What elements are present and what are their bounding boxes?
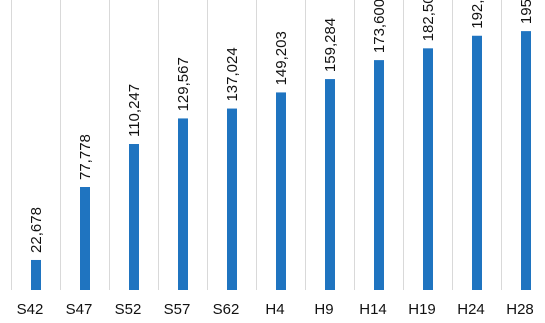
x-tick-label: S57 [164, 301, 191, 318]
x-tick-label: H14 [359, 301, 387, 318]
value-label: 182,500 [420, 0, 437, 41]
x-tick-label: H4 [265, 301, 284, 318]
bar [472, 35, 482, 291]
x-tick-label: S42 [17, 301, 44, 318]
bar [521, 31, 531, 291]
x-tick-label: H24 [457, 301, 485, 318]
bar [129, 144, 139, 290]
value-label: 137,024 [224, 47, 241, 101]
bar [276, 92, 286, 290]
bar [374, 60, 384, 291]
x-tick-label: H9 [314, 301, 333, 318]
bar [423, 48, 433, 291]
bar [80, 187, 90, 290]
bar [325, 79, 335, 290]
value-label: 159,284 [322, 18, 339, 72]
x-tick-label: S52 [115, 301, 142, 318]
value-label: 195,500 [518, 0, 535, 24]
bar [31, 259, 41, 290]
x-tick-label: S47 [66, 301, 93, 318]
bar [227, 108, 237, 290]
bar [178, 118, 188, 290]
x-tick-label: S62 [213, 301, 240, 318]
value-label: 22,678 [28, 207, 45, 253]
x-tick-label: H28 [506, 301, 534, 318]
value-label: 129,567 [175, 57, 192, 111]
value-label: 77,778 [77, 134, 94, 180]
value-label: 192,000 [469, 0, 486, 29]
value-label: 110,247 [126, 84, 143, 137]
value-label: 149,203 [273, 31, 290, 85]
value-label: 173,600 [371, 0, 388, 53]
x-tick-label: H19 [408, 301, 436, 318]
